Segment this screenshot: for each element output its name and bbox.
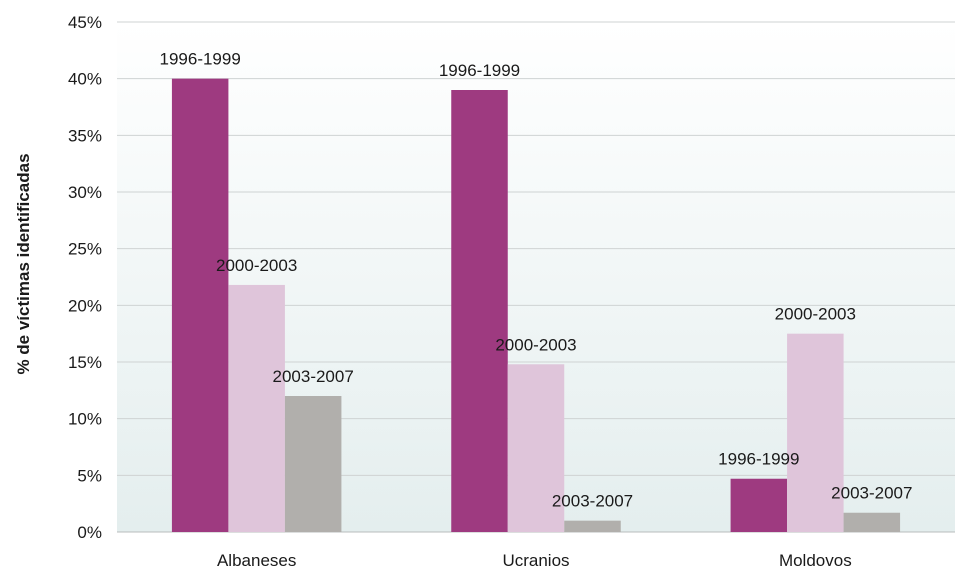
bar-2000-2003-Ucranios bbox=[507, 364, 565, 532]
x-category-label: Albaneses bbox=[217, 551, 296, 570]
y-tick-label: 15% bbox=[68, 353, 102, 372]
data-label: 2000-2003 bbox=[495, 335, 576, 354]
y-tick-label: 35% bbox=[68, 126, 102, 145]
x-category-label: Ucranios bbox=[502, 551, 569, 570]
bar-2003-2007-Ucranios bbox=[564, 520, 621, 532]
bar-1996-1999-Albaneses bbox=[171, 78, 229, 533]
y-tick-label: 30% bbox=[68, 183, 102, 202]
y-tick-label: 0% bbox=[77, 523, 102, 542]
bar-2003-2007-Albaneses bbox=[284, 396, 342, 532]
data-label: 2000-2003 bbox=[216, 256, 297, 275]
bars bbox=[171, 78, 901, 533]
y-tick-label: 5% bbox=[77, 466, 102, 485]
data-label: 2003-2007 bbox=[273, 367, 354, 386]
bar-1996-1999-Moldovos bbox=[730, 478, 788, 532]
y-axis-title: % de víctimas identificadas bbox=[14, 153, 33, 374]
x-category-label: Moldovos bbox=[779, 551, 852, 570]
data-label: 1996-1999 bbox=[718, 450, 799, 469]
data-label: 2003-2007 bbox=[831, 484, 912, 503]
bar-1996-1999-Ucranios bbox=[451, 90, 508, 532]
y-tick-label: 10% bbox=[68, 410, 102, 429]
y-axis-ticks: 0% 5% 10% 15% 20% 25% 30% 35% 40% 45% bbox=[68, 13, 102, 542]
x-axis-categories: Albaneses Ucranios Moldovos bbox=[217, 551, 852, 570]
y-tick-label: 45% bbox=[68, 13, 102, 32]
bar-2000-2003-Moldovos bbox=[787, 333, 844, 532]
data-labels: 1996-1999 2000-2003 2003-2007 1996-1999 2000… bbox=[160, 50, 913, 511]
data-label: 1996-1999 bbox=[160, 50, 241, 69]
bar-2000-2003-Albaneses bbox=[228, 284, 285, 532]
y-tick-label: 20% bbox=[68, 296, 102, 315]
data-label: 2003-2007 bbox=[552, 492, 633, 511]
bar-2003-2007-Moldovos bbox=[843, 512, 901, 532]
y-tick-label: 25% bbox=[68, 240, 102, 259]
y-tick-label: 40% bbox=[68, 70, 102, 89]
data-label: 2000-2003 bbox=[775, 305, 856, 324]
data-label: 1996-1999 bbox=[439, 61, 520, 80]
